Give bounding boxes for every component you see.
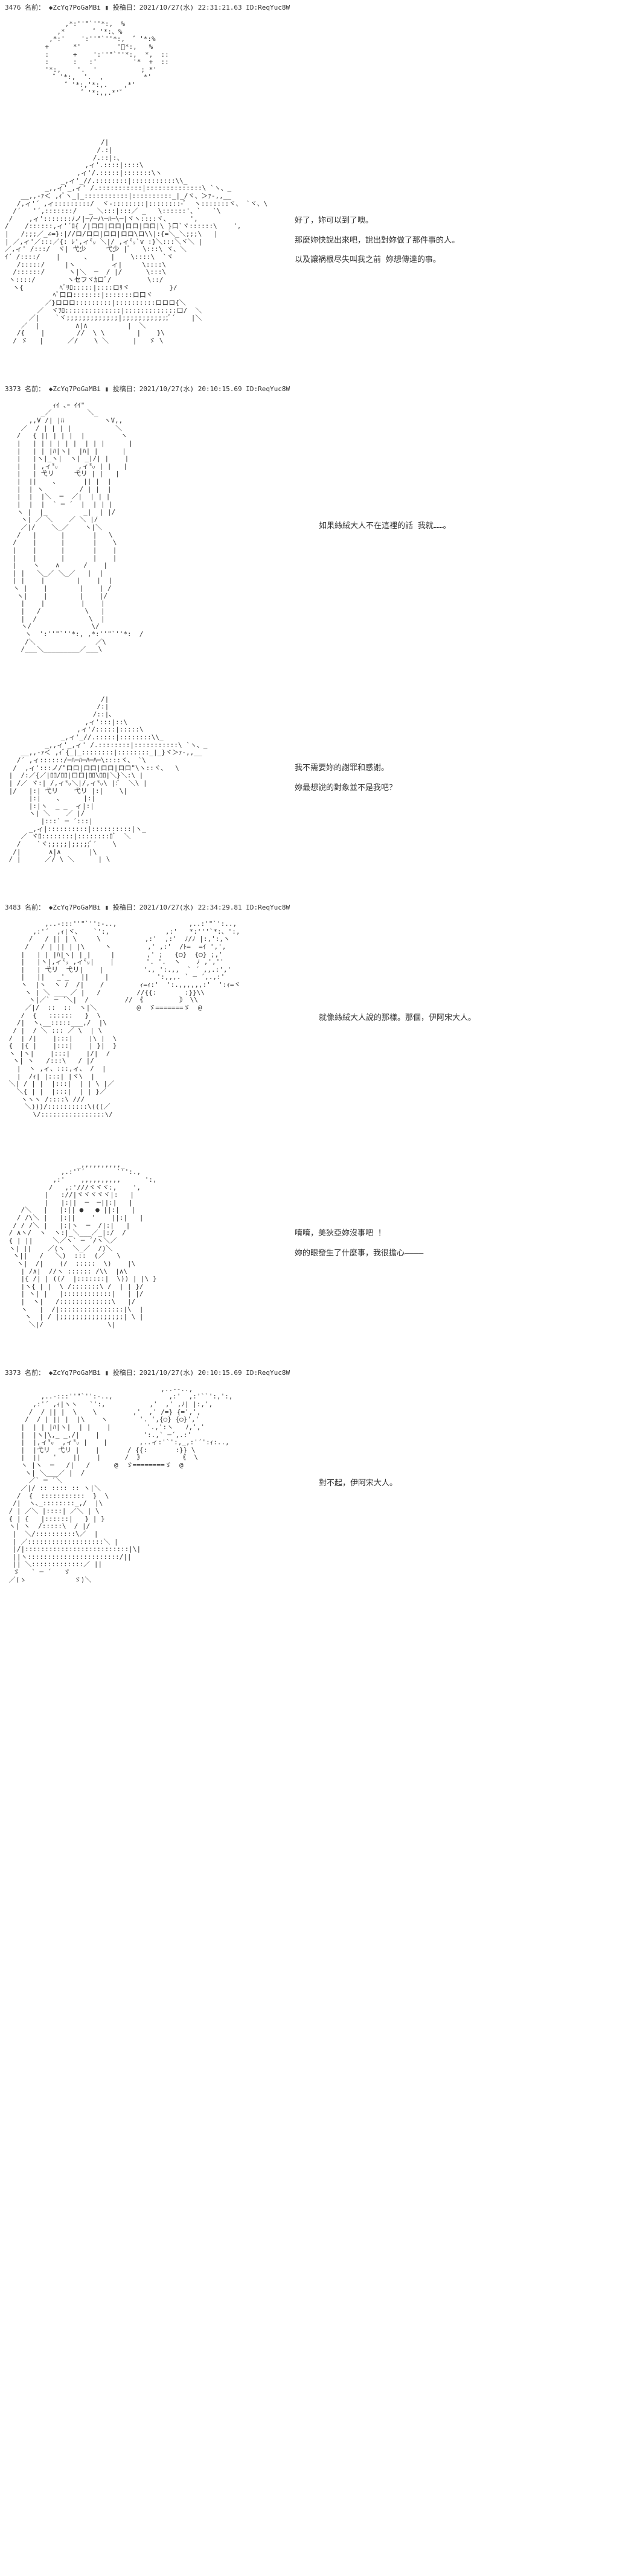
forum-post: 3373 名前： ◆ZcYq7PoGaMBi ▮ 投稿日：2021/10/27(…	[0, 1365, 637, 1608]
post-body: ,..-:::''"`'':-.., ,..:'"`':.., ,:'´ ,ｨ|…	[0, 914, 637, 1143]
post-body: ,..--.., ,..-:::''"`'':-.., ,:' ,:'``':,…	[0, 1380, 637, 1608]
post-header: 3476 名前： ◆ZcYq7PoGaMBi ▮ 投稿日：2021/10/27(…	[0, 0, 637, 14]
ascii-art: /| /:| /::|、 ,ィ':::|::\ ,ィ'/:::::|:::::\…	[5, 696, 258, 864]
forum-post: /| /:| /::|、 ,ィ':::|::\ ,ィ'/:::::|:::::\…	[0, 690, 637, 888]
dialogue-line: 妳最想說的對象並不是我吧？	[295, 780, 397, 797]
post-header: 3373 名前： ◆ZcYq7PoGaMBi ▮ 投稿日：2021/10/27(…	[0, 381, 637, 396]
dialogue-text: 就像絲絨大人說的那樣。那個，伊阿宋大人。	[319, 1010, 476, 1030]
dialogue-line: 以及讓祸根尽失叫我之前 妳想傳達的事。	[295, 252, 459, 269]
post-header: 3373 名前： ◆ZcYq7PoGaMBi ▮ 投稿日：2021/10/27(…	[0, 1365, 637, 1380]
post-body: /| /:| /::|、 ,ィ':::|::\ ,ィ'/:::::|:::::\…	[0, 690, 637, 888]
post-body: /| /.:| /.::|:、 ,ィ'.::::|::::\ ,ィ'/.::::…	[0, 133, 637, 369]
dialogue-line: 那麼妳快說出來吧，說出對妳做了那件事的人。	[295, 232, 459, 250]
forum-post: 3476 名前： ◆ZcYq7PoGaMBi ▮ 投稿日：2021/10/27(…	[0, 0, 637, 121]
ascii-art: ,..--.., ,..-:::''"`'':-.., ,:' ,:'``':,…	[5, 1386, 283, 1584]
dialogue-line: 好了，妳可以到了噢。	[295, 212, 459, 230]
post-body: _,,,,,,,,,,_ ,.:''´ `'':., ,:' ,,,,,,,,,…	[0, 1155, 637, 1353]
post-body: ｨｲ ､ｰ ｲｲ" _／ ＼_ ,,V /| |ﾊ ヽV,, ／ / | | |…	[0, 396, 637, 678]
forum-post: 3483 名前： ◆ZcYq7PoGaMBi ▮ 投稿日：2021/10/27(…	[0, 900, 637, 1143]
dialogue-line: 如果絲絨大人不在這裡的話 我就……。	[319, 518, 450, 535]
ascii-art: ｨｲ ､ｰ ｲｲ" _／ ＼_ ,,V /| |ﾊ ヽV,, ／ / | | |…	[5, 402, 283, 654]
dialogue-line: 妳的眼發生了什麼事，我很擔心――――	[295, 1245, 423, 1263]
dialogue-text: 我不需要妳的謝罪和感謝。妳最想說的對象並不是我吧？	[295, 760, 397, 799]
forum-post: _,,,,,,,,,,_ ,.:''´ `'':., ,:' ,,,,,,,,,…	[0, 1155, 637, 1353]
ascii-art: ,..-:::''"`'':-.., ,..:'"`':.., ,:'´ ,ｨ|…	[5, 920, 283, 1119]
post-header: 3483 名前： ◆ZcYq7PoGaMBi ▮ 投稿日：2021/10/27(…	[0, 900, 637, 914]
dialogue-line: 我不需要妳的謝罪和感謝。	[295, 760, 397, 777]
dialogue-line: 就像絲絨大人說的那樣。那個，伊阿宋大人。	[319, 1010, 476, 1027]
dialogue-text: 對不起，伊阿宋大人。	[319, 1475, 397, 1495]
ascii-art: /| /.:| /.::|:、 ,ィ'.::::|::::\ ,ィ'/.::::…	[5, 139, 258, 345]
dialogue-line: 對不起，伊阿宋大人。	[319, 1475, 397, 1493]
forum-post: 3373 名前： ◆ZcYq7PoGaMBi ▮ 投稿日：2021/10/27(…	[0, 381, 637, 678]
forum-post: /| /.:| /.::|:、 ,ィ'.::::|::::\ ,ィ'/.::::…	[0, 133, 637, 369]
ascii-art: _,,,,,,,,,,_ ,.:''´ `'':., ,:' ,,,,,,,,,…	[5, 1161, 258, 1329]
dialogue-text: 如果絲絨大人不在這裡的話 我就……。	[319, 518, 450, 538]
dialogue-line: 唷唷，美狄亞妳沒事吧 ！	[295, 1225, 423, 1243]
ascii-art: ,*:''"`''*:, % ,* ゛'*:、% ,*:' ':''"`''*:…	[29, 21, 198, 97]
dialogue-text: 好了，妳可以到了噢。那麼妳快說出來吧，說出對妳做了那件事的人。以及讓祸根尽失叫我…	[295, 212, 459, 272]
dialogue-text: 唷唷，美狄亞妳沒事吧 ！ 妳的眼發生了什麼事，我很擔心――――	[295, 1225, 423, 1264]
post-body: ,*:''"`''*:, % ,* ゛'*:、% ,*:' ':''"`''*:…	[0, 14, 637, 121]
